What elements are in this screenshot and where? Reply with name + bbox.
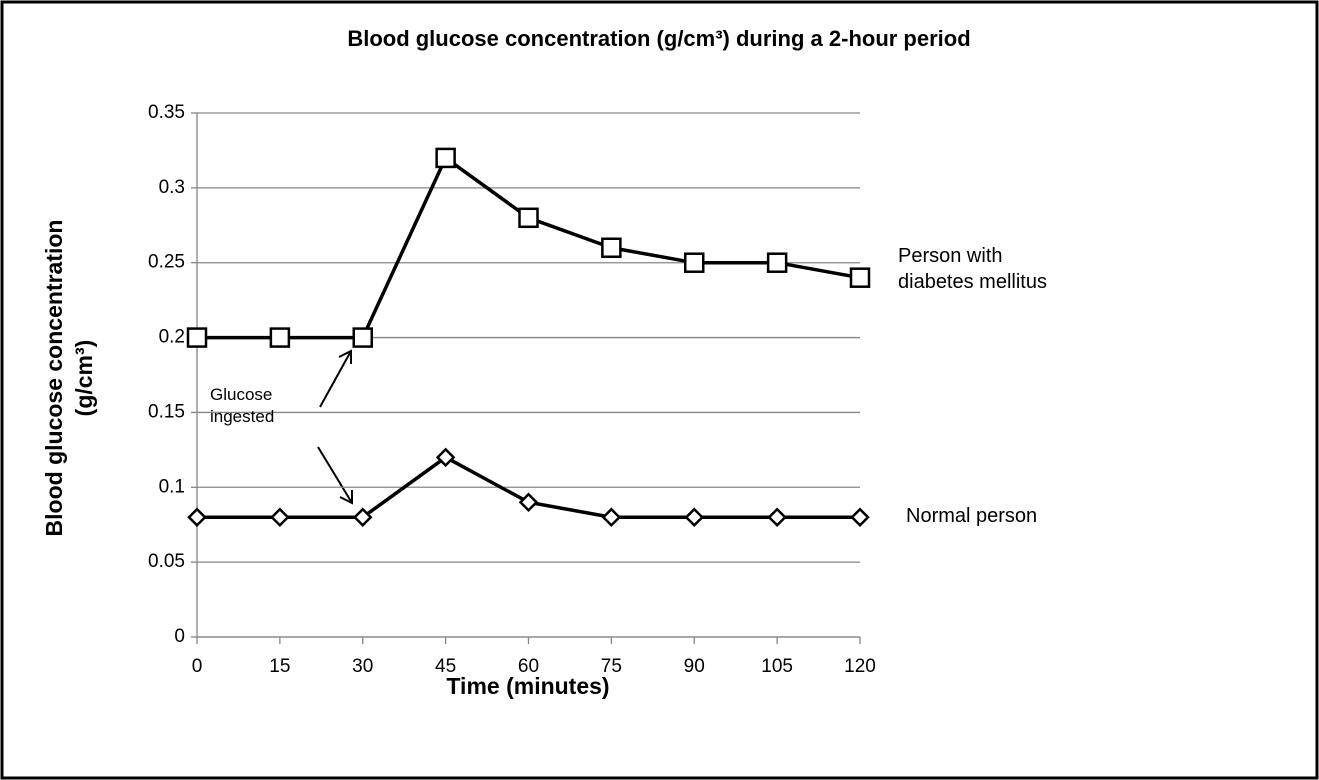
marker	[684, 252, 705, 273]
y-tick-label: 0.35	[148, 102, 185, 123]
x-tick-label: 75	[601, 656, 622, 677]
marker	[435, 147, 456, 169]
y-tick-label: 0.25	[148, 252, 185, 273]
x-tick-label: 0	[192, 656, 203, 677]
marker	[767, 507, 787, 527]
x-tick-label: 60	[518, 656, 539, 677]
x-tick-label: 105	[761, 656, 793, 677]
chart-title: Blood glucose concentration (g/cm³) duri…	[347, 26, 970, 51]
x-tick-label: 120	[844, 656, 876, 677]
series-label: Normal person	[906, 505, 1038, 528]
marker	[849, 267, 871, 288]
marker	[766, 252, 788, 273]
y-axis-title-line: Blood glucose concentration	[41, 220, 67, 537]
y-axis-title: Blood glucose concentration (g/cm³)	[41, 220, 97, 537]
x-tick-label: 45	[435, 656, 456, 677]
marker	[352, 507, 373, 527]
x-axis-title: Time (minutes)	[446, 673, 609, 699]
arrows	[317, 349, 353, 505]
marker	[187, 507, 207, 527]
annotation: Glucose ingested	[210, 385, 275, 427]
series-label: Person with diabetes mellitus	[898, 244, 1047, 293]
arrow	[319, 350, 352, 408]
marker	[684, 507, 705, 527]
marker	[270, 507, 290, 527]
y-axis-title-line: (g/cm³)	[71, 340, 97, 417]
x-tick-label: 90	[684, 656, 705, 677]
marker	[601, 507, 622, 527]
y-tick-label: 0	[174, 626, 185, 647]
y-tick-label: 0.15	[148, 401, 185, 422]
x-tick-label: 15	[269, 656, 290, 677]
marker	[850, 507, 870, 527]
arrow-head	[338, 349, 352, 364]
y-tick-label: 0.05	[148, 551, 185, 572]
marker	[435, 447, 456, 468]
y-tick-label: 0.3	[159, 177, 185, 198]
marker	[186, 327, 208, 348]
y-tick-label: 0.2	[159, 327, 185, 348]
x-tick-label: 30	[352, 656, 373, 677]
marker	[269, 327, 291, 348]
marker	[601, 237, 622, 258]
arrow-head	[339, 490, 353, 505]
y-tick-label: 0.1	[159, 476, 185, 497]
marker	[518, 207, 539, 229]
marker	[352, 327, 373, 348]
marker	[518, 492, 539, 513]
arrow	[317, 446, 353, 504]
